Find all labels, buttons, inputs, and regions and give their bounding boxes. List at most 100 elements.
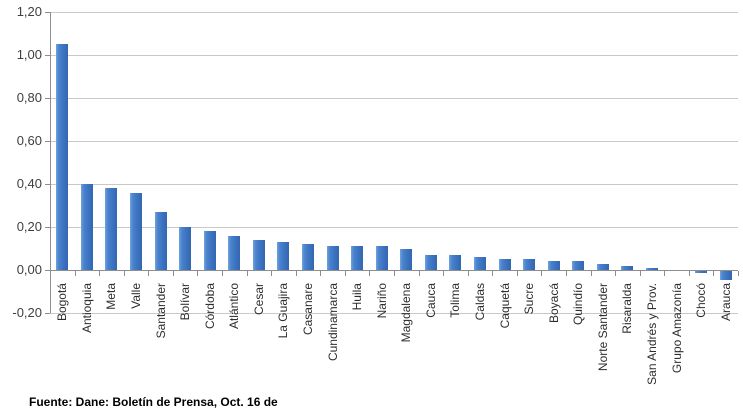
x-tick-label: Antioquia bbox=[79, 283, 94, 334]
x-axis-tick bbox=[246, 271, 248, 276]
x-tick-label: Nariño bbox=[374, 283, 389, 319]
bar-quind-o bbox=[572, 261, 585, 270]
x-tick-label: Quindío bbox=[571, 283, 586, 326]
y-tick-label: 0,60 bbox=[16, 133, 42, 148]
bar-cundinamarca bbox=[326, 246, 339, 270]
x-axis-tick bbox=[615, 271, 617, 276]
bar-valle bbox=[130, 192, 142, 270]
y-tick-label: 1,00 bbox=[16, 47, 42, 62]
bar-choc- bbox=[695, 271, 708, 274]
bar-atl-ntico bbox=[228, 235, 241, 270]
gridline bbox=[50, 313, 738, 314]
gridline bbox=[50, 184, 738, 185]
x-axis-tick bbox=[443, 271, 445, 276]
x-tick-label: Bogotá bbox=[55, 283, 70, 322]
x-tick-label: Caquetá bbox=[497, 283, 512, 329]
bar-la-guajira bbox=[277, 242, 290, 270]
bar-san-andr-s-y-prov- bbox=[646, 267, 658, 270]
bar-antioquia bbox=[80, 184, 93, 270]
x-axis-tick bbox=[271, 271, 273, 276]
x-tick-label: Meta bbox=[104, 283, 119, 310]
x-axis-tick bbox=[123, 271, 125, 276]
x-tick-label: Atlántico bbox=[227, 283, 242, 330]
bar-nari-o bbox=[375, 246, 388, 270]
x-axis-tick bbox=[295, 271, 297, 276]
x-axis-tick bbox=[418, 271, 420, 276]
x-tick-label: Caldas bbox=[473, 283, 487, 321]
y-tick-label: 0,80 bbox=[16, 90, 42, 105]
y-axis-tick bbox=[45, 55, 50, 56]
y-axis-tick bbox=[45, 227, 50, 228]
x-tick-label: Córdoba bbox=[202, 283, 217, 330]
x-axis-tick bbox=[639, 271, 641, 276]
x-axis-tick bbox=[320, 271, 322, 276]
x-axis-tick bbox=[590, 271, 592, 276]
x-tick-label: Boyacá bbox=[546, 283, 561, 324]
x-axis-tick bbox=[369, 271, 371, 276]
x-tick-label: Sucre bbox=[522, 283, 537, 315]
source-note: Fuente: Dane: Boletín de Prensa, Oct. 16… bbox=[29, 395, 278, 409]
y-axis-tick bbox=[45, 98, 50, 99]
x-axis-tick bbox=[172, 271, 174, 276]
x-tick-label: Norte Santander bbox=[595, 283, 610, 372]
x-tick-label: Cauca bbox=[423, 283, 438, 318]
x-axis-tick bbox=[74, 271, 76, 276]
y-axis-tick bbox=[45, 313, 50, 314]
gridline bbox=[50, 227, 738, 228]
x-tick-label: Huila bbox=[350, 283, 365, 311]
bar-c-rdoba bbox=[203, 231, 216, 270]
x-tick-label: San Andrés y Prov. bbox=[645, 283, 659, 385]
x-tick-label: Bolívar bbox=[178, 283, 193, 321]
bar-caquet- bbox=[498, 259, 511, 270]
x-axis-tick bbox=[516, 271, 518, 276]
gridline bbox=[50, 141, 738, 142]
bar-cauca bbox=[424, 254, 437, 270]
y-tick-label: -0,20 bbox=[12, 305, 42, 320]
bar-norte-santander bbox=[596, 263, 609, 270]
x-axis-tick bbox=[664, 271, 666, 276]
bar-meta bbox=[105, 188, 118, 270]
bar-cesar bbox=[252, 239, 265, 270]
x-tick-label: Cundinamarca bbox=[325, 283, 340, 362]
x-axis-tick bbox=[688, 271, 690, 276]
y-axis-tick bbox=[45, 12, 50, 13]
x-axis-tick bbox=[492, 271, 494, 276]
x-tick-label: Valle bbox=[129, 283, 143, 309]
x-tick-label: Arauca bbox=[718, 283, 733, 322]
x-axis-tick bbox=[566, 271, 567, 276]
x-axis-tick bbox=[467, 271, 469, 276]
y-axis-line bbox=[50, 12, 51, 313]
x-tick-label: Cesar bbox=[251, 283, 266, 316]
y-tick-label: 0,40 bbox=[16, 176, 42, 191]
x-tick-label: La Guajira bbox=[276, 283, 291, 339]
bar-caldas bbox=[474, 257, 486, 270]
y-tick-label: 0,20 bbox=[16, 219, 42, 234]
x-axis-tick bbox=[99, 271, 101, 276]
bar-bogot- bbox=[56, 44, 69, 270]
x-tick-label: Risaralda bbox=[620, 283, 635, 334]
x-tick-label: Santander bbox=[153, 283, 168, 339]
x-tick-label: Tolima bbox=[448, 283, 463, 318]
x-axis-tick bbox=[148, 271, 150, 276]
y-axis-tick bbox=[45, 184, 50, 185]
y-axis-tick bbox=[45, 270, 50, 271]
x-axis-tick bbox=[394, 271, 395, 276]
bar-santander bbox=[154, 211, 167, 270]
gridline bbox=[50, 12, 738, 13]
bar-risaralda bbox=[621, 265, 634, 270]
bar-magdalena bbox=[400, 248, 413, 270]
bar-sucre bbox=[523, 259, 536, 270]
bar-bol-var bbox=[179, 227, 192, 270]
x-axis-tick bbox=[541, 271, 543, 276]
x-tick-label: Grupo Amazonía bbox=[669, 283, 684, 374]
x-tick-label: Casanare bbox=[301, 283, 315, 336]
x-tick-label: Chocó bbox=[694, 283, 709, 318]
x-axis-tick bbox=[713, 271, 715, 276]
x-axis-tick bbox=[50, 271, 51, 276]
x-axis-tick bbox=[344, 271, 346, 276]
bar-casanare bbox=[302, 244, 314, 270]
bar-huila bbox=[351, 246, 364, 270]
y-tick-label: 1,20 bbox=[16, 4, 42, 19]
gridline bbox=[50, 98, 738, 99]
